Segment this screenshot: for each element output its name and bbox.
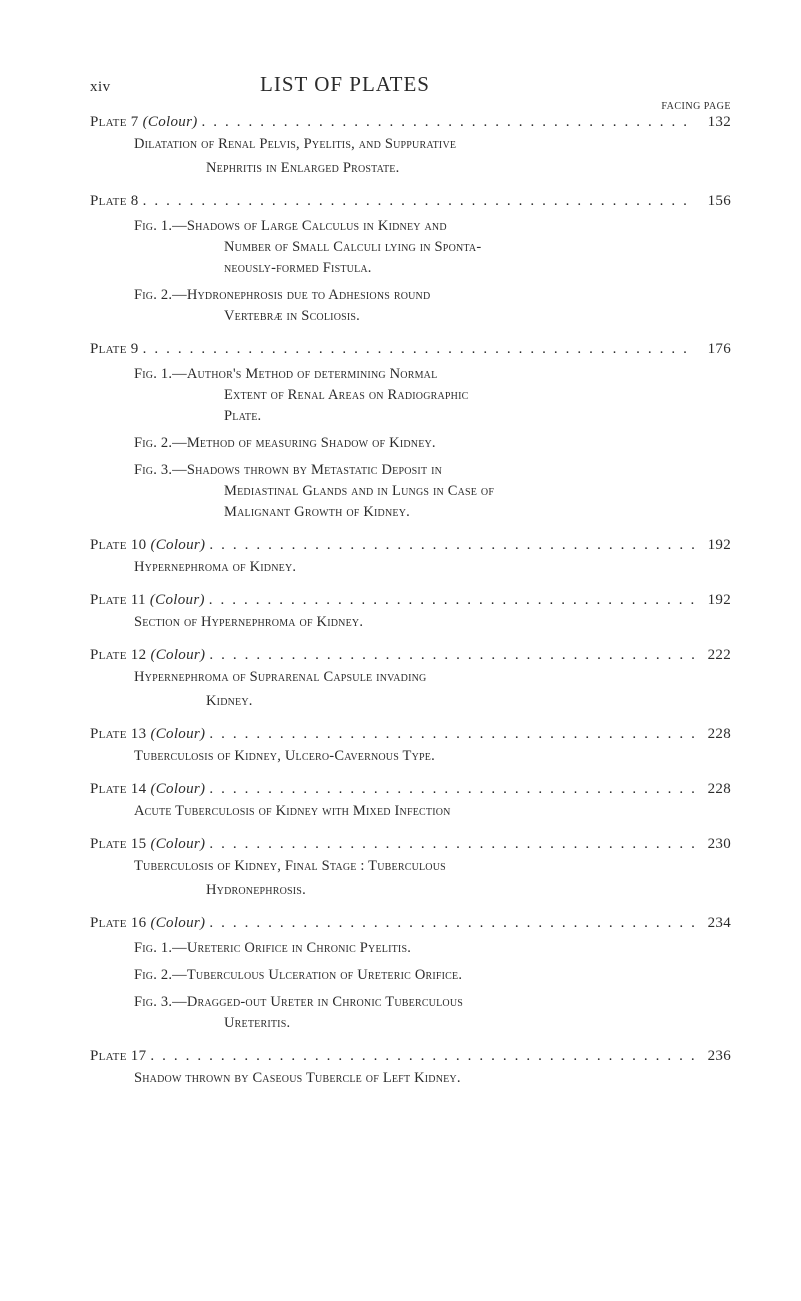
entry-plate-7: Plate 7 (Colour) .......................… (90, 114, 731, 179)
dot-leader: ........................................… (205, 915, 695, 932)
entry-plate-10: Plate 10 (Colour) ......................… (90, 537, 731, 578)
plate-label: Plate 11 (90, 592, 150, 609)
plate-desc: Shadow thrown by Caseous Tubercle of Lef… (134, 1068, 731, 1089)
plate-desc: Dilatation of Renal Pelvis, Pyelitis, an… (134, 134, 731, 155)
dot-leader: ........................................… (205, 836, 695, 853)
page-number: 230 (695, 836, 731, 853)
page-number: 192 (695, 592, 731, 609)
plate-desc: Section of Hypernephroma of Kidney. (134, 612, 731, 633)
page-number: 132 (695, 114, 731, 131)
fig-cont: Mediastinal Glands and in Lungs in Case … (224, 481, 731, 502)
fig-line: Fig. 1.—Author's Method of determining N… (134, 364, 731, 385)
dot-leader: ........................................… (139, 193, 695, 210)
dot-leader: ........................................… (205, 592, 695, 609)
plate-desc-cont: Kidney. (206, 691, 731, 712)
entry-plate-9: Plate 9 ................................… (90, 341, 731, 523)
page-number: 156 (695, 193, 731, 210)
colour-label: (Colour) (150, 647, 205, 664)
colour-label: (Colour) (150, 915, 205, 932)
colour-label: (Colour) (150, 836, 205, 853)
page-number: 176 (695, 341, 731, 358)
entry-plate-13: Plate 13 (Colour) ......................… (90, 726, 731, 767)
plate-label: Plate 14 (90, 781, 150, 798)
plate-label: Plate 15 (90, 836, 150, 853)
plate-desc-cont: Nephritis in Enlarged Prostate. (206, 158, 731, 179)
page-number: 236 (695, 1048, 731, 1065)
plate-label: Plate 8 (90, 193, 139, 210)
colour-label: (Colour) (150, 537, 205, 554)
dot-leader: ........................................… (198, 114, 695, 131)
plate-label: Plate 9 (90, 341, 139, 358)
entry-plate-8: Plate 8 ................................… (90, 193, 731, 327)
entry-plate-15: Plate 15 (Colour) ......................… (90, 836, 731, 901)
plate-desc: Hypernephroma of Suprarenal Capsule inva… (134, 667, 731, 688)
plate-line: Plate 13 (Colour) ......................… (90, 726, 731, 743)
fig-cont: Malignant Growth of Kidney. (224, 502, 731, 523)
plate-desc: Acute Tuberculosis of Kidney with Mixed … (134, 801, 731, 822)
plate-label: Plate 7 (90, 114, 143, 131)
fig-cont: Plate. (224, 406, 731, 427)
page-number: 192 (695, 537, 731, 554)
plate-label: Plate 16 (90, 915, 150, 932)
dot-leader: ........................................… (146, 1048, 695, 1065)
fig-line: Fig. 1.—Shadows of Large Calculus in Kid… (134, 216, 731, 237)
dot-leader: ........................................… (139, 341, 695, 358)
entry-plate-16: Plate 16 (Colour) ......................… (90, 915, 731, 1034)
colour-label: (Colour) (143, 114, 198, 131)
fig-line: Fig. 1.—Ureteric Orifice in Chronic Pyel… (134, 938, 731, 959)
fig-line: Fig. 2.—Hydronephrosis due to Adhesions … (134, 285, 731, 306)
page-number: 228 (695, 781, 731, 798)
plate-line: Plate 14 (Colour) ......................… (90, 781, 731, 798)
facing-label: FACING PAGE (90, 101, 731, 112)
plate-desc: Tuberculosis of Kidney, Ulcero-Cavernous… (134, 746, 731, 767)
entry-plate-11: Plate 11 (Colour) ......................… (90, 592, 731, 633)
plate-line: Plate 11 (Colour) ......................… (90, 592, 731, 609)
page-roman: xiv (90, 79, 150, 96)
page: xiv LIST OF PLATES FACING PAGE Plate 7 (… (0, 0, 801, 1301)
plate-desc: Hypernephroma of Kidney. (134, 557, 731, 578)
fig-cont: Number of Small Calculi lying in Sponta- (224, 237, 731, 258)
dot-leader: ........................................… (205, 537, 695, 554)
colour-label: (Colour) (150, 592, 205, 609)
plate-label: Plate 12 (90, 647, 150, 664)
plate-desc-cont: Hydronephrosis. (206, 880, 731, 901)
plate-line: Plate 8 ................................… (90, 193, 731, 210)
colour-label: (Colour) (150, 726, 205, 743)
plate-line: Plate 10 (Colour) ......................… (90, 537, 731, 554)
plate-line: Plate 16 (Colour) ......................… (90, 915, 731, 932)
entry-plate-17: Plate 17 ...............................… (90, 1048, 731, 1089)
plate-line: Plate 12 (Colour) ......................… (90, 647, 731, 664)
dot-leader: ........................................… (205, 647, 695, 664)
entry-plate-12: Plate 12 (Colour) ......................… (90, 647, 731, 712)
plate-label: Plate 13 (90, 726, 150, 743)
fig-line: Fig. 2.—Method of measuring Shadow of Ki… (134, 433, 731, 454)
fig-cont: Vertebræ in Scoliosis. (224, 306, 731, 327)
plate-line: Plate 15 (Colour) ......................… (90, 836, 731, 853)
fig-line: Fig. 3.—Shadows thrown by Metastatic Dep… (134, 460, 731, 481)
page-number: 234 (695, 915, 731, 932)
page-title: LIST OF PLATES (260, 72, 430, 97)
fig-line: Fig. 2.—Tuberculous Ulceration of Ureter… (134, 965, 731, 986)
plate-line: Plate 17 ...............................… (90, 1048, 731, 1065)
plate-label: Plate 17 (90, 1048, 146, 1065)
fig-cont: Extent of Renal Areas on Radiographic (224, 385, 731, 406)
page-number: 222 (695, 647, 731, 664)
dot-leader: ........................................… (205, 781, 695, 798)
fig-cont: neously-formed Fistula. (224, 258, 731, 279)
entry-plate-14: Plate 14 (Colour) ......................… (90, 781, 731, 822)
plate-line: Plate 9 ................................… (90, 341, 731, 358)
plate-desc: Tuberculosis of Kidney, Final Stage : Tu… (134, 856, 731, 877)
colour-label: (Colour) (150, 781, 205, 798)
header-row: xiv LIST OF PLATES (90, 72, 731, 97)
fig-line: Fig. 3.—Dragged-out Ureter in Chronic Tu… (134, 992, 731, 1013)
dot-leader: ........................................… (205, 726, 695, 743)
page-number: 228 (695, 726, 731, 743)
fig-cont: Ureteritis. (224, 1013, 731, 1034)
plate-label: Plate 10 (90, 537, 150, 554)
plate-line: Plate 7 (Colour) .......................… (90, 114, 731, 131)
